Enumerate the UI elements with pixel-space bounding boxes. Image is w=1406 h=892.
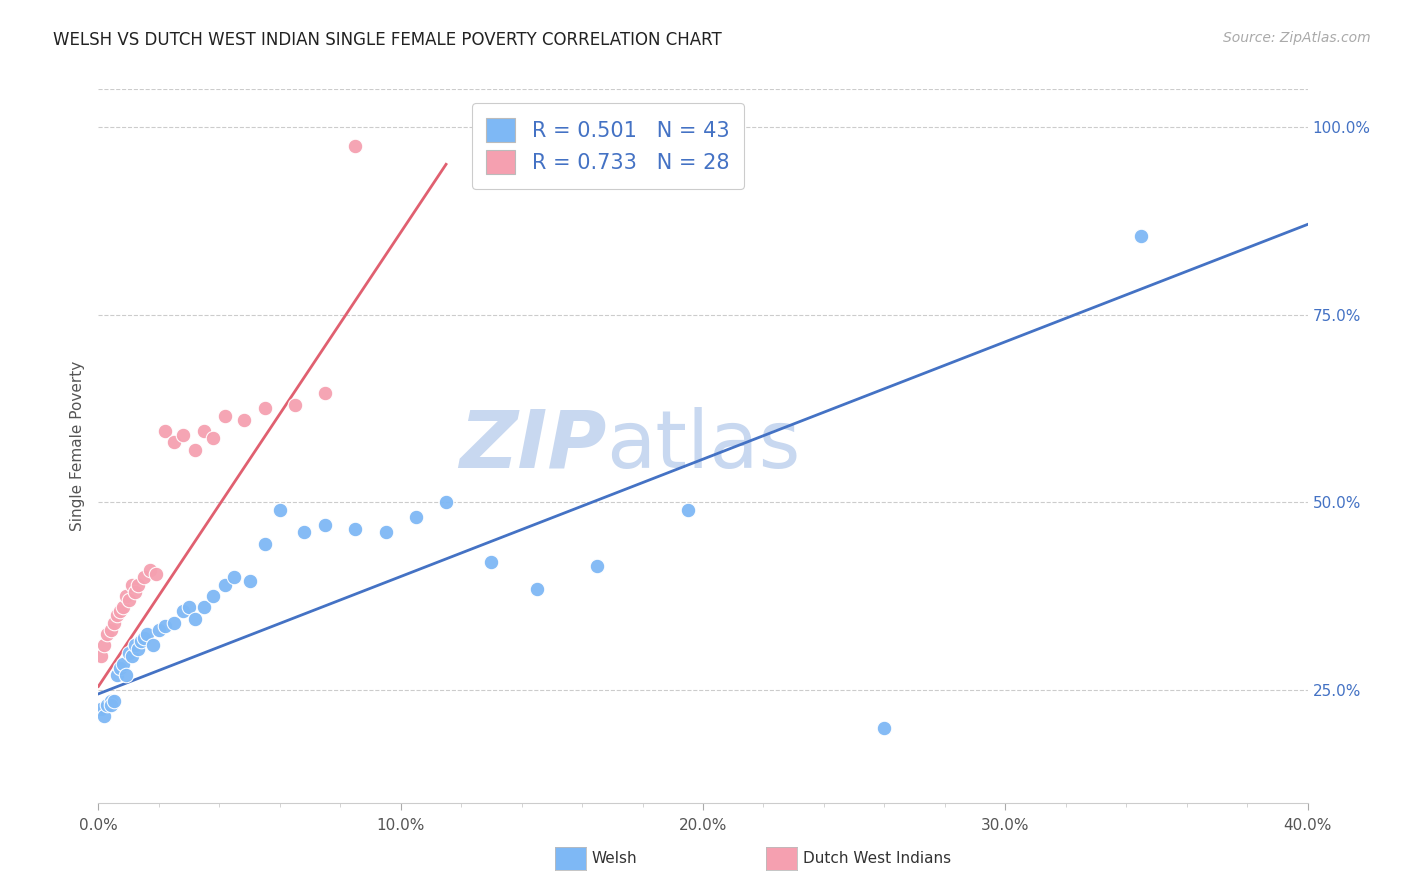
Text: Welsh: Welsh: [592, 851, 637, 865]
Point: [153, 424, 176, 438]
Point: [135, 627, 157, 641]
Point: [172, 427, 194, 442]
Point: [105, 607, 128, 622]
Point: [374, 525, 396, 540]
Point: [96, 627, 118, 641]
Point: [148, 623, 170, 637]
Point: [90, 702, 112, 716]
Point: [111, 600, 134, 615]
Point: [344, 138, 367, 153]
Point: [232, 413, 254, 427]
Point: [292, 525, 315, 540]
Point: [179, 600, 201, 615]
Point: [114, 589, 136, 603]
Point: [108, 660, 131, 674]
Text: atlas: atlas: [606, 407, 800, 485]
Point: [586, 559, 609, 574]
Point: [124, 638, 146, 652]
Point: [163, 435, 186, 450]
Point: [153, 619, 176, 633]
Point: [214, 409, 236, 423]
Text: WELSH VS DUTCH WEST INDIAN SINGLE FEMALE POVERTY CORRELATION CHART: WELSH VS DUTCH WEST INDIAN SINGLE FEMALE…: [53, 31, 723, 49]
Point: [481, 556, 503, 570]
Point: [129, 634, 152, 648]
Point: [145, 566, 167, 581]
Point: [108, 604, 131, 618]
Point: [314, 517, 336, 532]
Point: [90, 649, 112, 664]
Point: [214, 578, 236, 592]
Point: [284, 398, 307, 412]
Point: [163, 615, 186, 630]
Point: [873, 721, 896, 735]
Point: [100, 694, 122, 708]
Point: [132, 631, 155, 645]
Point: [93, 709, 115, 723]
Point: [100, 698, 122, 713]
Point: [224, 570, 246, 584]
Point: [405, 510, 427, 524]
Point: [172, 604, 194, 618]
Point: [139, 563, 162, 577]
Point: [1130, 228, 1153, 243]
Legend: R = 0.501   N = 43, R = 0.733   N = 28: R = 0.501 N = 43, R = 0.733 N = 28: [471, 103, 744, 189]
Point: [118, 593, 141, 607]
Point: [103, 615, 125, 630]
Text: ZIP: ZIP: [458, 407, 606, 485]
Point: [253, 401, 276, 416]
Point: [127, 578, 149, 592]
Text: Dutch West Indians: Dutch West Indians: [803, 851, 950, 865]
Point: [344, 522, 367, 536]
Point: [239, 574, 262, 589]
Point: [100, 623, 122, 637]
Point: [124, 585, 146, 599]
Y-axis label: Single Female Poverty: Single Female Poverty: [69, 361, 84, 531]
Point: [96, 698, 118, 713]
Point: [253, 536, 276, 550]
Point: [103, 694, 125, 708]
Point: [121, 649, 143, 664]
Point: [202, 432, 225, 446]
Point: [118, 646, 141, 660]
Point: [526, 582, 548, 596]
Point: [132, 570, 155, 584]
Point: [676, 503, 699, 517]
Point: [93, 638, 115, 652]
Point: [184, 612, 207, 626]
Point: [142, 638, 165, 652]
Point: [105, 668, 128, 682]
Point: [184, 442, 207, 457]
Point: [114, 668, 136, 682]
Text: Source: ZipAtlas.com: Source: ZipAtlas.com: [1223, 31, 1371, 45]
Point: [111, 657, 134, 671]
Point: [269, 503, 291, 517]
Point: [127, 641, 149, 656]
Point: [314, 386, 336, 401]
Point: [434, 495, 457, 509]
Point: [121, 578, 143, 592]
Point: [202, 589, 225, 603]
Point: [193, 600, 215, 615]
Point: [193, 424, 215, 438]
